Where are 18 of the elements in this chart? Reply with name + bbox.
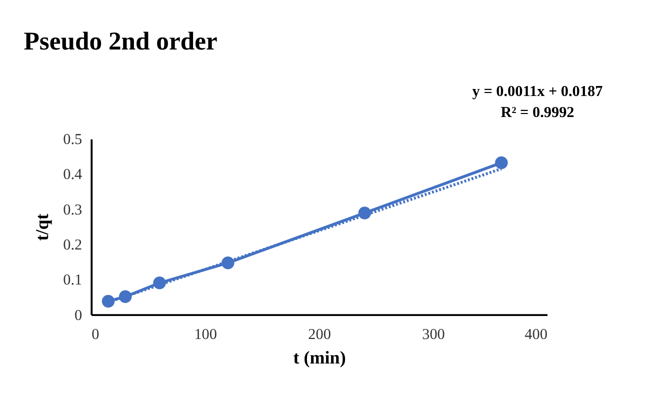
- x-axis-title: t (min): [293, 347, 346, 368]
- y-tick-label: 0.3: [63, 201, 82, 218]
- y-tick-label: 0: [74, 306, 83, 324]
- point: [102, 294, 115, 308]
- x-tick-label: 400: [524, 326, 548, 343]
- y-tick-label: 0.2: [63, 236, 82, 254]
- point: [495, 156, 508, 170]
- y-tick-label: 0.4: [63, 166, 83, 184]
- x-tick-label: 200: [308, 326, 332, 343]
- text: y = 0.0011x + 0.0187: [472, 83, 604, 100]
- x-tick-label: 300: [422, 326, 446, 343]
- y-axis-title: t/qt: [32, 214, 52, 241]
- x-tick-label: 100: [194, 326, 218, 343]
- y-tick-label: 0.1: [63, 272, 82, 289]
- y-tick-label: 0.5: [63, 131, 82, 148]
- text: R² = 0.9992: [500, 104, 574, 122]
- x-tick-label: 0: [92, 326, 100, 343]
- chart-title: Pseudo 2nd order: [24, 26, 218, 56]
